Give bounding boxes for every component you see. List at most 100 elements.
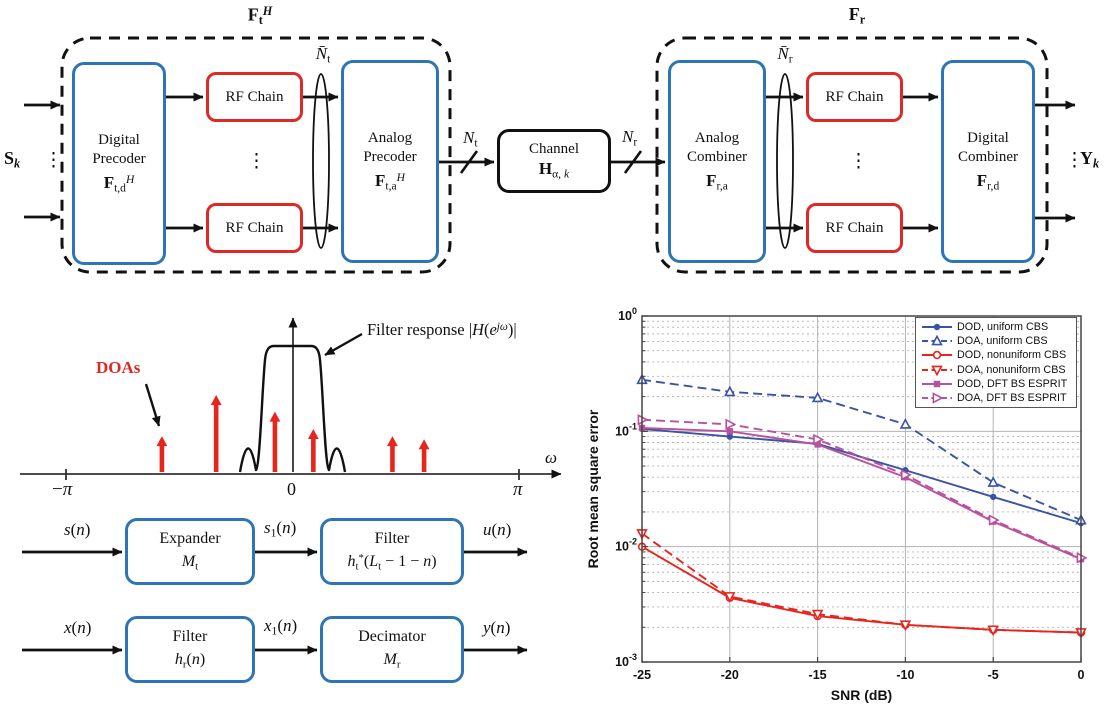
zero-tick-label: 0 (287, 479, 296, 499)
marker-square-filled (726, 428, 733, 435)
nr-bus-label: Nr (622, 127, 638, 149)
marker-triangle-up-open (724, 385, 736, 397)
legend-line-sample (922, 365, 952, 376)
decimator-box: Decimator Mr (320, 616, 464, 683)
row2-input-label: x(n) (64, 618, 92, 637)
legend-entry: DOD, DFT BS ESPRIT (921, 377, 1076, 390)
doas-label: DOAs (96, 358, 141, 377)
rx-group-title: Fr (848, 4, 866, 27)
x-axis-label: SNR (dB) (831, 687, 892, 703)
axis-labels: -25 -20 -15 -10 -5 0 100 10-1 10-2 10-3 SNR (dB) Ro… (585, 306, 1085, 703)
y-tick-label: 10-3 (615, 652, 637, 669)
legend-label: DOA, uniform CBS (957, 335, 1048, 348)
analog-combiner-line1: Analog (694, 130, 740, 147)
legend-line-sample (922, 335, 952, 346)
y-tick-label: 10-2 (615, 537, 637, 554)
legend-entry: DOA, uniform CBS (921, 335, 1076, 348)
input-symbol: Sk (4, 148, 21, 171)
legend-label: DOD, DFT BS ESPRIT (957, 377, 1068, 390)
axis-ticks (641, 315, 1082, 663)
tx-filter-label: Filter (374, 530, 410, 548)
legend-label: DOD, uniform CBS (957, 321, 1049, 334)
channel-label: Channel (529, 140, 579, 157)
rf-chain-label: RF Chain (825, 88, 884, 105)
series-line (641, 532, 1082, 634)
marker-triangle-right-open (725, 418, 737, 431)
rmse-chart: -25 -20 -15 -10 -5 0 100 10-1 10-2 10-3 SNR (dB) Ro… (585, 295, 1107, 707)
expander-box: Expander Mt (125, 518, 255, 585)
marker-triangle-up-open (811, 391, 824, 403)
marker-triangle-up-open (931, 335, 943, 346)
marker-triangle-right-open (988, 514, 1000, 526)
marker-triangle-right-open (900, 469, 912, 481)
tx-filter-box: Filter ht*(Lt − 1 − n) (320, 518, 464, 585)
legend-line-sample (922, 323, 952, 331)
doas-annotation-arrow (144, 383, 161, 427)
rx-rf-vdots: ⋮ (849, 151, 868, 172)
x-tick-label: -10 (896, 668, 914, 682)
marker-triangle-up-open (987, 476, 999, 487)
tx-filter-symbol: ht*(Lt − 1 − n) (347, 552, 437, 573)
doa-impulse-arrowhead (418, 439, 430, 450)
digital-precoder-box: Digital Precoder Ft,dH (72, 62, 166, 265)
marker-square-filled (814, 441, 821, 448)
analog-combiner-box: Analog Combiner Fr,a (668, 60, 766, 263)
rx-rf-chain-top-box: RF Chain (806, 72, 903, 122)
marker-circle-filled (990, 493, 997, 501)
tx-antenna-array-ellipse (312, 73, 330, 249)
digital-combiner-symbol: Fr,d (976, 170, 1000, 193)
marker-circle-filled (726, 433, 733, 440)
rx-filter-box: Filter hr(n) (125, 616, 255, 683)
rx-antenna-count-label: N̄r (777, 44, 793, 66)
series-line (641, 545, 1082, 634)
legend-line-sample (922, 351, 952, 360)
decimator-symbol: Mr (383, 651, 401, 671)
legend-line-sample (922, 380, 952, 387)
tx-group-dashed-box (60, 36, 452, 274)
output-symbol: Yk (1080, 148, 1100, 171)
digital-combiner-line1: Digital (967, 130, 1009, 147)
tx-rf-chain-bottom-box: RF Chain (206, 203, 303, 253)
analog-precoder-box: Analog Precoder Ft,aH (341, 60, 439, 263)
series-line (641, 426, 1082, 560)
tx-antenna-count-label: N̄t (315, 44, 331, 66)
legend-entry: DOA, DFT BS ESPRIT (921, 391, 1076, 404)
doa-impulse-arrowhead (307, 428, 319, 439)
rf-chain-label: RF Chain (225, 88, 284, 105)
row1-mid-label: s1(n) (264, 518, 297, 540)
x-tick-label: 0 (1078, 668, 1085, 682)
chart-series (638, 425, 1085, 527)
series-line (641, 378, 1082, 521)
filter-response-annotation-arrow (324, 332, 363, 357)
rx-antenna-array-ellipse (776, 73, 794, 249)
channel-box: Channel Hα, k (497, 129, 611, 193)
legend-entry: DOA, nonuniform CBS (921, 363, 1076, 376)
decimator-label: Decimator (358, 628, 426, 646)
analog-precoder-symbol: Ft,aH (375, 170, 405, 193)
rf-chain-label: RF Chain (225, 219, 284, 236)
series-line (641, 427, 1082, 525)
output-vdots: ⋮ (1065, 150, 1084, 171)
marker-triangle-down-open (987, 625, 999, 637)
flow-arrows (22, 92, 1076, 655)
analog-precoder-line2: Precoder (363, 149, 417, 166)
doa-impulse-arrowhead (387, 436, 398, 447)
chart-series (636, 529, 1087, 639)
marker-circle-filled (933, 323, 941, 331)
analog-combiner-line2: Combiner (687, 149, 747, 166)
marker-triangle-down-open (899, 620, 912, 632)
row2-output-label: y(n) (483, 618, 511, 637)
rx-rf-chain-bottom-box: RF Chain (806, 203, 903, 253)
omega-axis-label: ω (545, 448, 558, 467)
legend-line-sample (922, 392, 952, 404)
channel-symbol: Hα, k (538, 159, 570, 181)
expander-label: Expander (159, 530, 221, 548)
rx-group-dashed-box (655, 36, 1049, 274)
y-axis-label: Root mean square error (585, 409, 601, 568)
nt-bus-label: Nt (463, 128, 478, 150)
legend-entry: DOD, nonuniform CBS (921, 349, 1076, 362)
chart-series (637, 542, 1086, 637)
chart-series (637, 414, 1088, 564)
